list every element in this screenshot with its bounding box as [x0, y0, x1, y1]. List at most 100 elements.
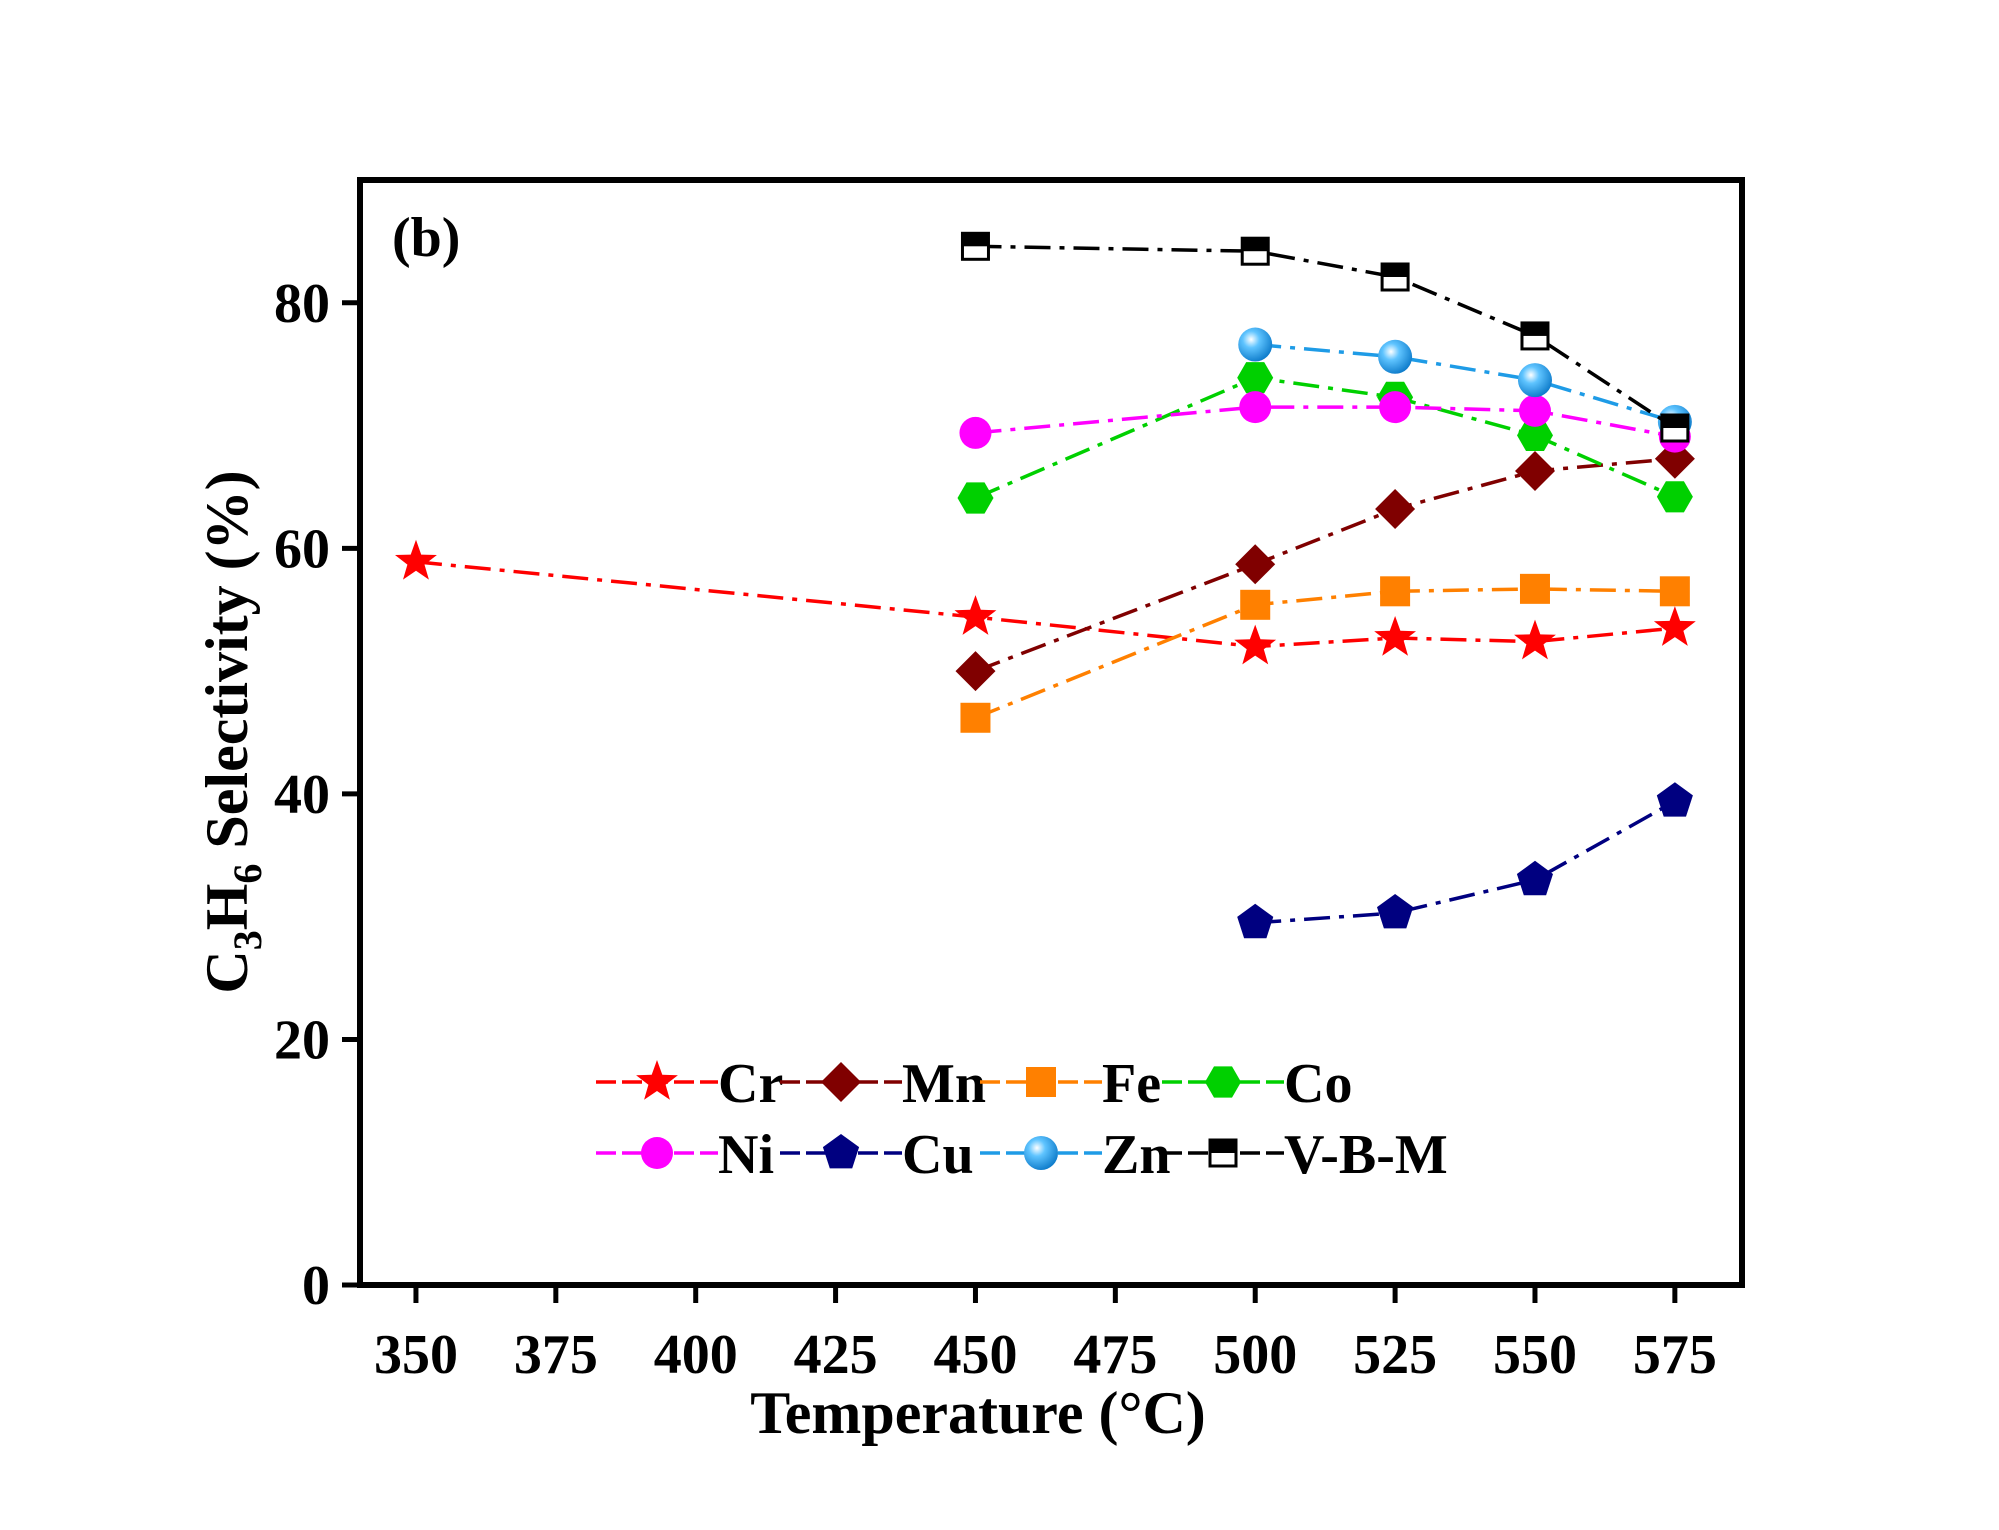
point-v-b-m-500-fill — [1242, 238, 1269, 252]
point-v-b-m-525 — [1380, 262, 1410, 292]
point-cu-550 — [1516, 860, 1553, 896]
point-ni-450 — [959, 416, 992, 449]
x-tick-label-400: 400 — [654, 1324, 738, 1386]
series-cu — [1237, 782, 1693, 939]
legend-item-v-b-m: V-B-M — [1162, 1124, 1448, 1186]
y-axis-title: C3H6 Selectivity (%) — [194, 470, 270, 993]
y-title-rest: Selectivity (%) — [194, 470, 260, 863]
legend-label-fe: Fe — [1102, 1053, 1161, 1115]
series-v-b-m — [960, 231, 1690, 443]
legend-label-zn: Zn — [1102, 1124, 1171, 1186]
series-line-cu — [1255, 799, 1676, 925]
point-ni-550 — [1518, 394, 1551, 427]
x-tick-label-550: 550 — [1493, 1324, 1577, 1386]
y-tick-label-0: 0 — [302, 1255, 330, 1317]
series-line-cr — [415, 560, 1676, 649]
legend: Cr Mn Fe Co Ni Cu Zn V-B-M — [596, 1053, 1448, 1186]
plot-frame — [357, 177, 1745, 1288]
point-cr-500 — [1234, 624, 1277, 665]
point-v-b-m-575-fill — [1661, 415, 1688, 429]
series-ni — [959, 391, 1691, 453]
legend-item-zn: Zn — [980, 1124, 1171, 1186]
point-cr-525 — [1374, 616, 1416, 656]
series-line-fe — [974, 587, 1675, 720]
point-v-b-m-450 — [960, 231, 990, 261]
legend-item-fe: Fe — [980, 1053, 1161, 1115]
point-v-b-m-575 — [1660, 413, 1690, 443]
point-zn-525 — [1378, 339, 1413, 374]
point-mn-550 — [1515, 451, 1555, 491]
legend-label-v-b-m: V-B-M — [1284, 1124, 1448, 1186]
legend-marker-v-b-m — [1208, 1138, 1238, 1168]
point-mn-500 — [1235, 544, 1276, 585]
point-cu-500 — [1237, 903, 1274, 939]
x-tick-label-500: 500 — [1213, 1324, 1297, 1386]
legend-item-cu: Cu — [780, 1124, 974, 1186]
legend-label-co: Co — [1284, 1053, 1352, 1115]
legend-marker-cu — [822, 1134, 860, 1169]
point-co-575 — [1656, 481, 1693, 513]
legend-marker-co — [1205, 1066, 1241, 1098]
series-cr — [395, 539, 1696, 665]
point-co-550 — [1517, 419, 1553, 451]
legend-marker-v-b-m-fill — [1210, 1140, 1236, 1153]
x-tick-label-450: 450 — [933, 1324, 1017, 1386]
panel-label: (b) — [392, 207, 460, 269]
series-mn — [955, 438, 1695, 692]
point-v-b-m-550 — [1520, 321, 1550, 351]
legend-marker-fe — [1026, 1067, 1056, 1097]
series-co — [957, 362, 1693, 514]
legend-item-ni: Ni — [596, 1124, 774, 1186]
point-v-b-m-500 — [1240, 236, 1270, 266]
point-v-b-m-525-fill — [1382, 263, 1409, 277]
point-zn-550 — [1517, 363, 1552, 398]
legend-item-cr: Cr — [596, 1053, 783, 1115]
point-cr-550 — [1514, 619, 1556, 660]
x-tick-label-525: 525 — [1353, 1324, 1437, 1386]
x-tick-label-425: 425 — [794, 1324, 878, 1386]
point-fe-575 — [1659, 576, 1690, 607]
legend-item-co: Co — [1162, 1053, 1352, 1115]
series-line-mn — [974, 456, 1676, 673]
y-tick-label-20: 20 — [274, 1009, 330, 1071]
y-tick-label-40: 40 — [274, 764, 330, 826]
y-title-h: H — [194, 884, 260, 931]
point-co-450 — [957, 482, 994, 514]
point-fe-550 — [1519, 573, 1550, 604]
y-title-c: C — [194, 950, 260, 993]
x-axis: 350 375 400 425 450 475 500 525 550 575 — [374, 1285, 1717, 1386]
legend-marker-cr — [636, 1060, 678, 1100]
legend-marker-mn — [821, 1062, 861, 1102]
x-axis-title: Temperature (°C) — [750, 1380, 1206, 1446]
legend-label-ni: Ni — [718, 1124, 774, 1186]
point-ni-525 — [1379, 391, 1412, 424]
x-tick-label-350: 350 — [374, 1324, 458, 1386]
y-title-sub-6: 6 — [225, 864, 270, 884]
series-line-zn — [1255, 342, 1676, 424]
series-line-ni — [975, 405, 1676, 439]
y-tick-label-60: 60 — [274, 518, 330, 580]
legend-label-mn: Mn — [902, 1053, 986, 1115]
x-tick-label-575: 575 — [1633, 1324, 1717, 1386]
point-ni-500 — [1239, 391, 1272, 424]
point-zn-500 — [1238, 327, 1273, 362]
legend-marker-ni — [641, 1137, 673, 1169]
series-fe — [960, 573, 1690, 733]
x-tick-label-375: 375 — [514, 1324, 598, 1386]
y-axis: 0 20 40 60 80 — [274, 273, 360, 1317]
series-line-v-b-m — [975, 244, 1676, 430]
legend-label-cu: Cu — [902, 1124, 974, 1186]
y-title-sub-3: 3 — [225, 930, 270, 950]
series-line-co — [974, 375, 1676, 500]
point-v-b-m-450-fill — [962, 233, 989, 247]
series-layer — [395, 231, 1696, 939]
point-cr-575 — [1653, 606, 1696, 646]
point-cr-450 — [954, 595, 997, 635]
y-tick-label-80: 80 — [274, 273, 330, 335]
point-v-b-m-550-fill — [1521, 322, 1548, 336]
point-fe-525 — [1380, 576, 1411, 607]
legend-label-cr: Cr — [718, 1053, 783, 1115]
point-cu-575 — [1656, 782, 1693, 817]
point-fe-500 — [1240, 589, 1271, 620]
